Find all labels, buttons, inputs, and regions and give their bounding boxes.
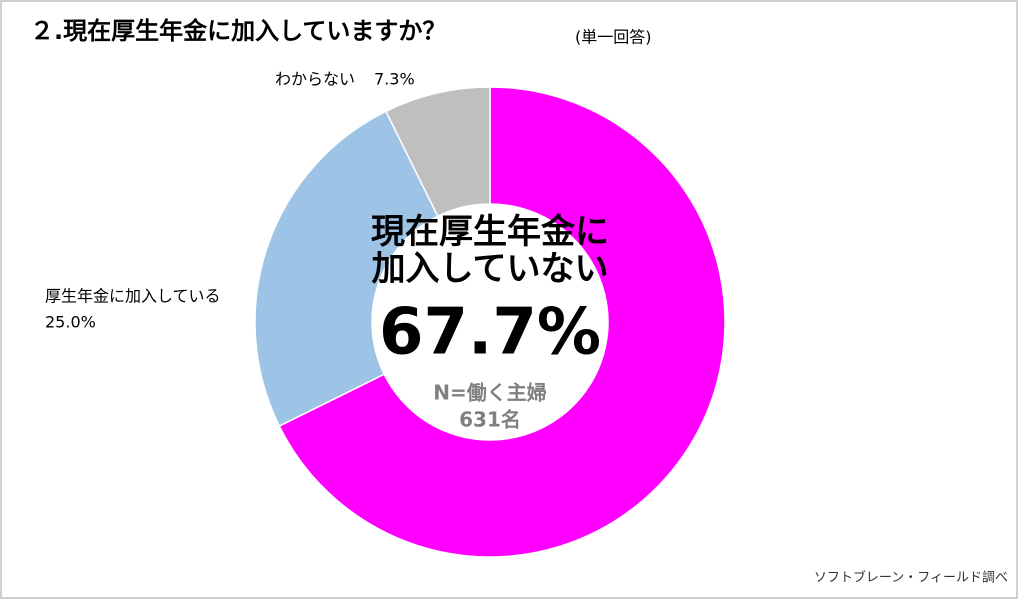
center-label: 現在厚生年金に加入していない [371, 212, 609, 289]
annotation: 631名 [459, 408, 521, 432]
value-label: 7.3% [374, 70, 415, 89]
donut-segment [384, 86, 491, 218]
center-value-label: 67.7% [379, 296, 601, 370]
category-label: 厚生年金に加入している [45, 287, 221, 306]
source-note: ソフトブレーン・フィールド調べ [814, 570, 1008, 586]
chart-subtitle: (単一回答) [575, 28, 652, 47]
category-label: わからない [275, 70, 355, 89]
value-label: 25.0% [45, 313, 96, 332]
annotation: N=働く主婦 [433, 381, 547, 405]
donut-segment [254, 110, 439, 428]
donut-segment [278, 86, 726, 558]
chart-title: ２.現在厚生年金に加入していますか？ [30, 17, 446, 45]
